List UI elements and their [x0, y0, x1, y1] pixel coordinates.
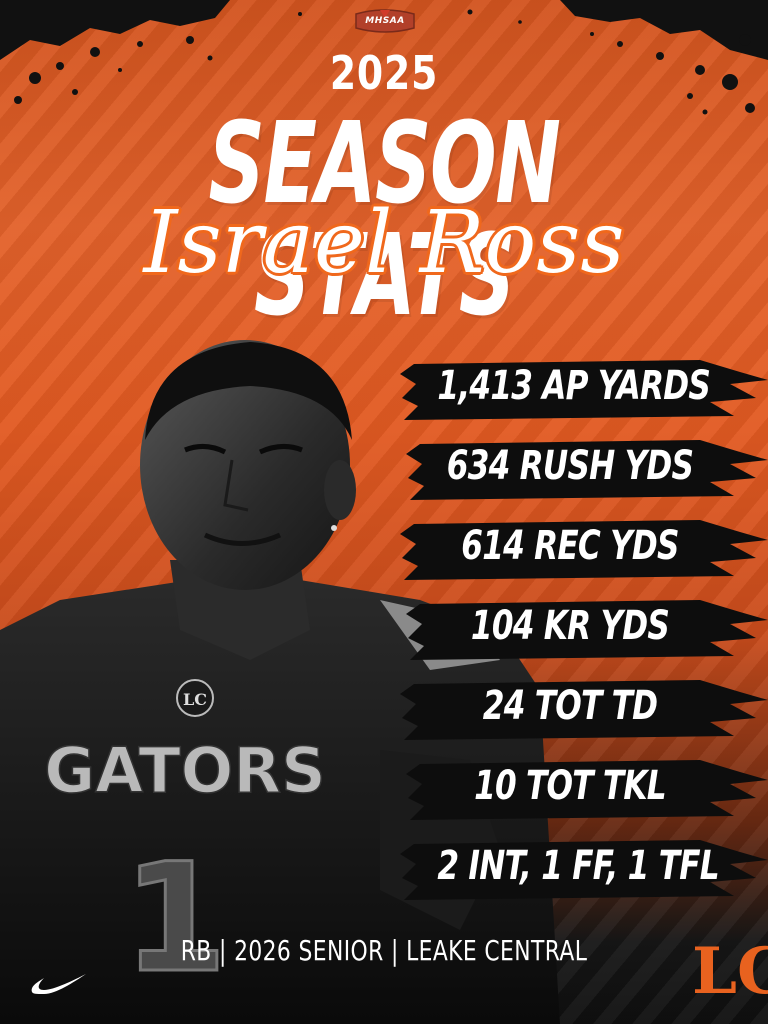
player-name: Israel Ross — [143, 193, 625, 293]
school-logo-monogram: LC — [692, 934, 768, 1009]
player-info-footer: RB | 2026 SENIOR | LEAKE CENTRAL — [180, 934, 588, 967]
player-photo: LC GATORS 1 — [0, 340, 560, 1024]
season-year: 2025 — [329, 46, 439, 100]
mhsaa-logo: MHSAA — [354, 8, 416, 34]
stat-row: 2 INT, 1 FF, 1 TFL — [400, 832, 768, 912]
mhsaa-label: MHSAA — [365, 16, 405, 26]
stat-value: 10 TOT TKL — [474, 763, 667, 809]
stat-row: 634 RUSH YDS — [400, 432, 768, 512]
stats-list: 1,413 AP YARDS 634 RUSH YDS 614 REC YDS 104… — [400, 352, 768, 912]
stat-bar-bg — [400, 360, 768, 420]
stat-value: 104 KR YDS — [470, 603, 670, 649]
stat-row: 10 TOT TKL — [400, 752, 768, 832]
stat-bar-bg — [406, 600, 768, 660]
stat-row: 1,413 AP YARDS — [400, 352, 768, 432]
stat-bar-bg — [400, 520, 768, 580]
school-logo: LC — [692, 936, 768, 1016]
stat-bar-bg — [400, 680, 768, 740]
headline-title: SEASON STATS — [208, 99, 560, 341]
jersey-team-name: GATORS — [44, 734, 325, 807]
jersey-number: 1 — [123, 832, 227, 1006]
stat-value: 24 TOT TD — [482, 683, 658, 729]
stat-value: 2 INT, 1 FF, 1 TFL — [437, 843, 719, 889]
stat-row: 614 REC YDS — [400, 512, 768, 592]
nike-swoosh-icon — [31, 974, 87, 994]
stat-bar-bg — [406, 440, 768, 500]
stat-value: 614 REC YDS — [461, 523, 679, 569]
stat-row: 24 TOT TD — [400, 672, 768, 752]
stat-row: 104 KR YDS — [400, 592, 768, 672]
stat-bar-bg — [406, 760, 768, 820]
stat-value: 1,413 AP YARDS — [437, 363, 711, 409]
stat-value: 634 RUSH YDS — [446, 443, 694, 489]
jersey-monogram: LC — [183, 690, 207, 709]
stat-bar-bg — [400, 840, 768, 900]
